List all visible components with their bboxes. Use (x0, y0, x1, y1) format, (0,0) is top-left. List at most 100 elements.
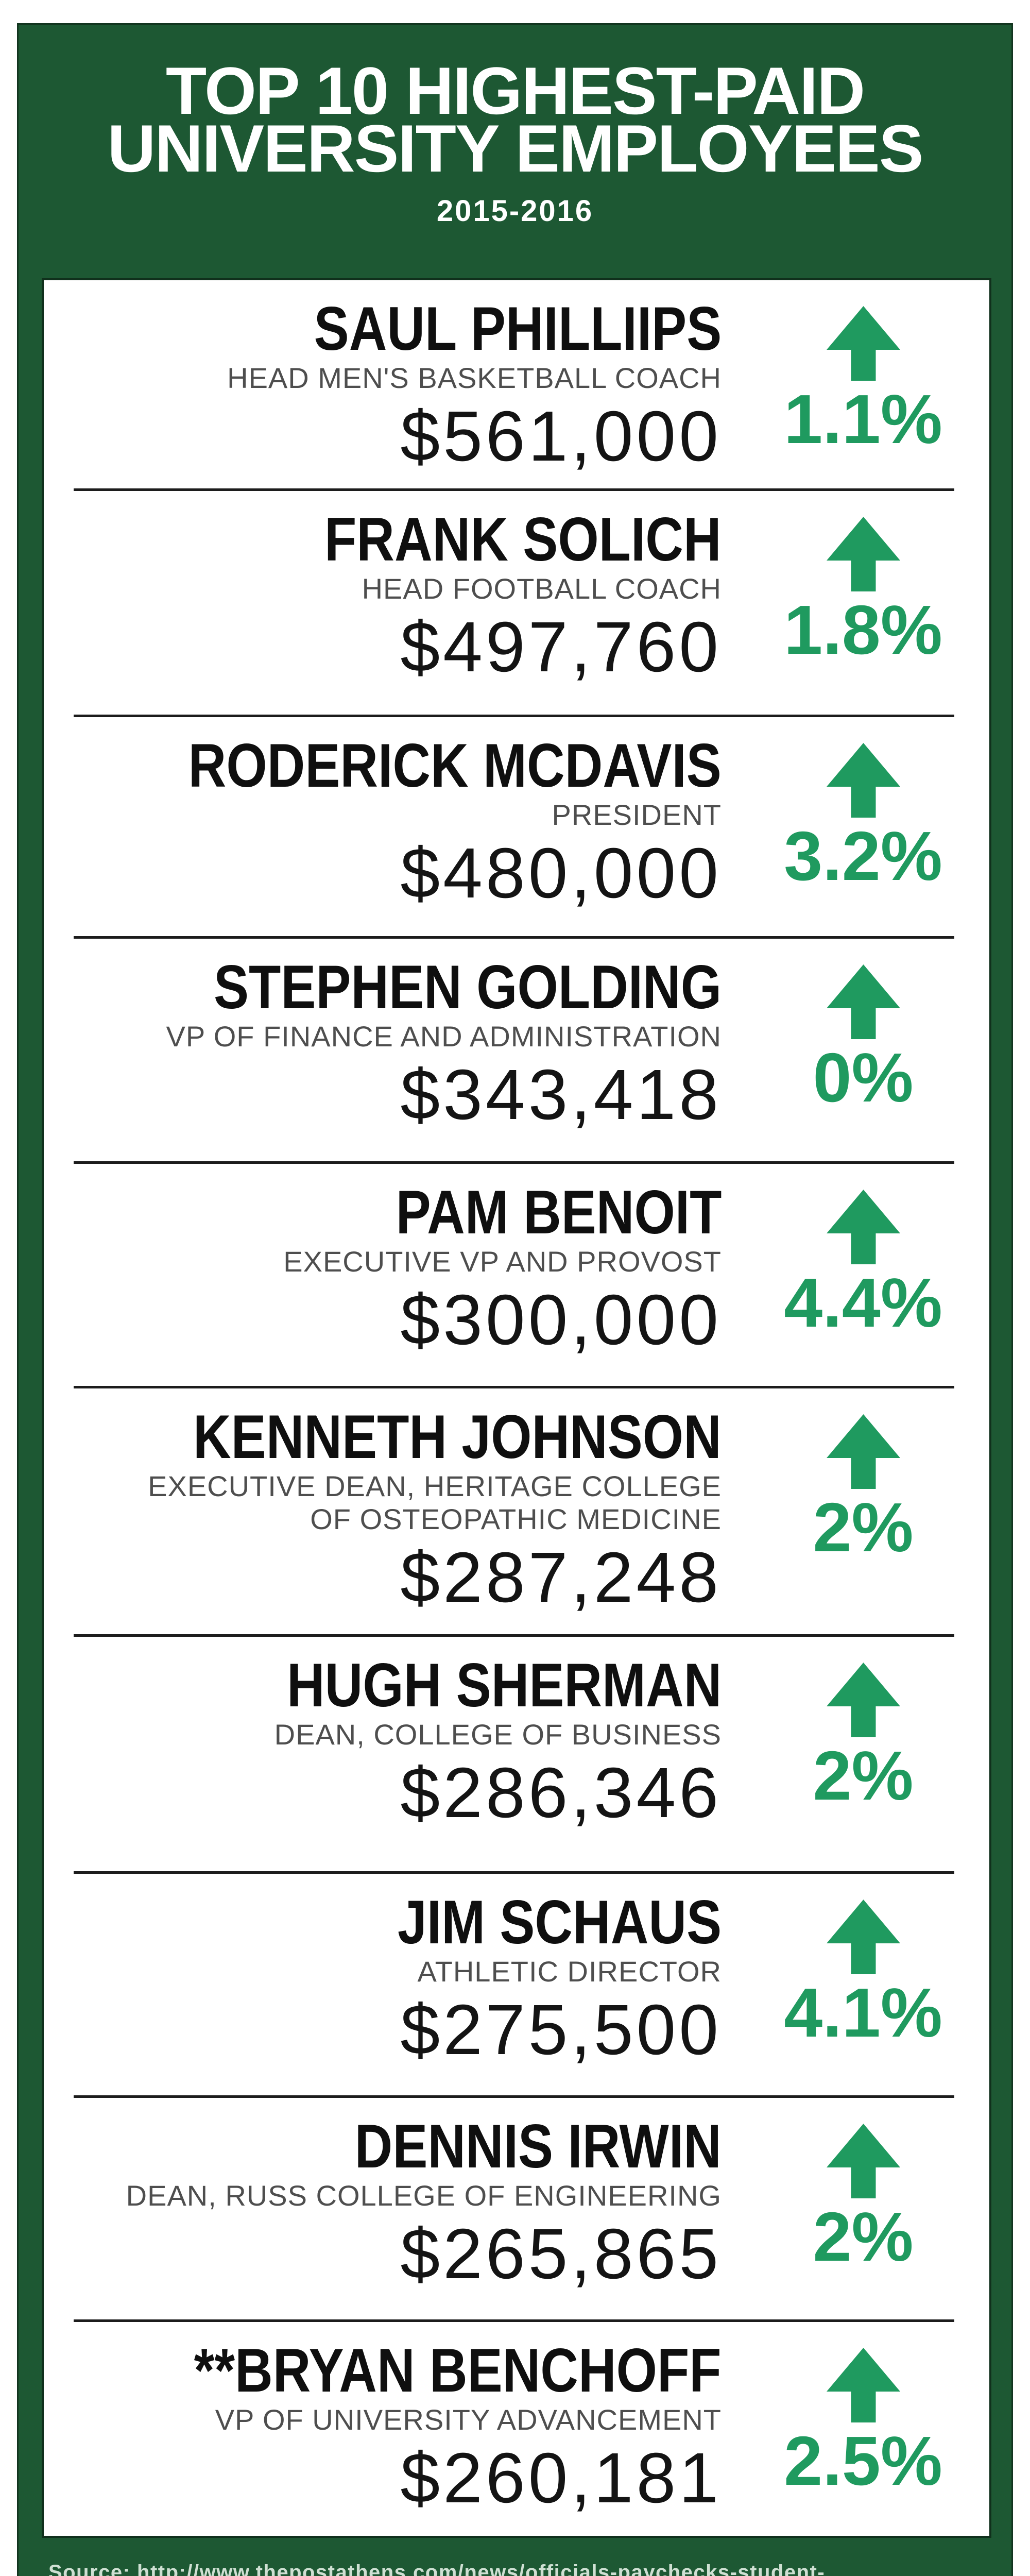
employee-name: STEPHEN GOLDING (54, 956, 722, 1018)
row-separator (74, 936, 954, 939)
employee-list: SAUL PHILLIIPS HEAD MEN'S BASKETBALL COAC… (42, 278, 991, 2538)
employee-name-text: SAUL PHILLIIPS (314, 294, 722, 363)
increase-indicator: 1.8% (760, 517, 966, 669)
up-arrow-icon (826, 1190, 900, 1264)
employee-title-line: HEAD MEN'S BASKETBALL COACH (227, 362, 722, 394)
increase-indicator: 4.4% (760, 1190, 966, 1342)
employee-text: RODERICK MCDAVIS PRESIDENT $480,000 (54, 735, 722, 912)
employee-row: PAM BENOIT EXECUTIVE VP AND PROVOST $300,0… (44, 1164, 989, 1388)
employee-name-text: RODERICK MCDAVIS (188, 731, 722, 800)
increase-indicator: 2.5% (760, 2348, 966, 2500)
employee-name-text: DENNIS IRWIN (354, 2112, 722, 2181)
employee-title: DEAN, COLLEGE OF BUSINESS (54, 1718, 722, 1751)
employee-name-text: FRANK SOLICH (324, 505, 722, 574)
header: TOP 10 HIGHEST-PAID UNIVERSITY EMPLOYEES… (19, 25, 1011, 228)
employee-salary: $287,248 (400, 1538, 722, 1617)
employee-text: FRANK SOLICH HEAD FOOTBALL COACH $497,760 (54, 509, 722, 686)
employee-title: VP OF FINANCE AND ADMINISTRATION (54, 1020, 722, 1053)
employee-name: KENNETH JOHNSON (54, 1406, 722, 1468)
up-arrow-icon (826, 517, 900, 591)
employee-title: ATHLETIC DIRECTOR (54, 1955, 722, 1988)
employee-salary: $275,500 (400, 1990, 722, 2070)
percent-increase: 2% (813, 1737, 914, 1815)
up-arrow-icon (826, 306, 900, 381)
row-separator (74, 488, 954, 491)
employee-row: FRANK SOLICH HEAD FOOTBALL COACH $497,760 1… (44, 491, 989, 717)
row-separator (74, 2095, 954, 2098)
page-title-line2: UNIVERSITY EMPLOYEES (107, 111, 924, 186)
employee-title-line: EXECUTIVE VP AND PROVOST (283, 1245, 722, 1278)
employee-row: DENNIS IRWIN DEAN, RUSS COLLEGE OF ENGINE… (44, 2098, 989, 2322)
employee-name-text: HUGH SHERMAN (286, 1651, 722, 1720)
employee-text: KENNETH JOHNSON EXECUTIVE DEAN, HERITAGE … (54, 1406, 722, 1616)
increase-indicator: 2% (760, 2124, 966, 2276)
employee-text: DENNIS IRWIN DEAN, RUSS COLLEGE OF ENGINE… (54, 2115, 722, 2293)
employee-salary: $343,418 (400, 1055, 722, 1134)
up-arrow-icon (826, 2348, 900, 2422)
employee-row: **BRYAN BENCHOFF VP OF UNIVERSITY ADVANCE… (44, 2322, 989, 2536)
employee-name: RODERICK MCDAVIS (54, 735, 722, 796)
increase-indicator: 2% (760, 1414, 966, 1566)
percent-increase: 1.8% (784, 591, 942, 669)
increase-indicator: 3.2% (760, 743, 966, 895)
employee-text: PAM BENOIT EXECUTIVE VP AND PROVOST $300,0… (54, 1181, 722, 1359)
employee-title: EXECUTIVE DEAN, HERITAGE COLLEGE OF OSTEO… (54, 1470, 722, 1536)
employee-salary: $480,000 (400, 834, 722, 913)
employee-row: KENNETH JOHNSON EXECUTIVE DEAN, HERITAGE … (44, 1388, 989, 1637)
employee-name: HUGH SHERMAN (54, 1654, 722, 1716)
employee-row: RODERICK MCDAVIS PRESIDENT $480,000 3.2% (44, 717, 989, 939)
percent-increase: 1.1% (784, 380, 942, 458)
percent-increase: 2% (813, 1488, 914, 1566)
employee-salary: $265,865 (400, 2214, 722, 2294)
row-separator (74, 1386, 954, 1388)
employee-salary: $497,760 (400, 607, 722, 687)
row-separator (74, 1161, 954, 1164)
employee-title-line: VP OF FINANCE AND ADMINISTRATION (166, 1020, 722, 1053)
infographic-panel: TOP 10 HIGHEST-PAID UNIVERSITY EMPLOYEES… (17, 23, 1013, 2576)
percent-increase: 3.2% (784, 817, 942, 895)
employee-name: FRANK SOLICH (54, 509, 722, 570)
up-arrow-icon (826, 743, 900, 818)
employee-title: EXECUTIVE VP AND PROVOST (54, 1245, 722, 1278)
employee-name: JIM SCHAUS (54, 1891, 722, 1953)
employee-title-line: HEAD FOOTBALL COACH (362, 572, 722, 605)
employee-salary: $260,181 (400, 2438, 722, 2518)
employee-text: STEPHEN GOLDING VP OF FINANCE AND ADMINIS… (54, 956, 722, 1133)
up-arrow-icon (826, 1414, 900, 1489)
up-arrow-icon (826, 1900, 900, 1974)
up-arrow-icon (826, 2124, 900, 2198)
row-separator (74, 1871, 954, 1874)
employee-text: JIM SCHAUS ATHLETIC DIRECTOR $275,500 (54, 1891, 722, 2069)
employee-row: JIM SCHAUS ATHLETIC DIRECTOR $275,500 4.1% (44, 1874, 989, 2098)
employee-text: HUGH SHERMAN DEAN, COLLEGE OF BUSINESS $28… (54, 1654, 722, 1832)
employee-title: VP OF UNIVERSITY ADVANCEMENT (54, 2403, 722, 2436)
employee-name-text: PAM BENOIT (396, 1178, 722, 1247)
employee-salary: $561,000 (400, 397, 722, 476)
employee-title: DEAN, RUSS COLLEGE OF ENGINEERING (54, 2179, 722, 2212)
employee-text: SAUL PHILLIIPS HEAD MEN'S BASKETBALL COAC… (54, 298, 722, 475)
employee-name-text: **BRYAN BENCHOFF (194, 2336, 722, 2405)
source-line: Source: http://www.thepostathens.com/new… (48, 2561, 826, 2576)
percent-increase: 2% (813, 2198, 914, 2276)
employee-title-line: DEAN, RUSS COLLEGE OF ENGINEERING (126, 2179, 722, 2212)
increase-indicator: 0% (760, 964, 966, 1112)
page-title-line1: TOP 10 HIGHEST-PAID (165, 53, 865, 128)
employee-name-text: KENNETH JOHNSON (193, 1402, 722, 1471)
employee-row: SAUL PHILLIIPS HEAD MEN'S BASKETBALL COAC… (44, 280, 989, 491)
percent-increase: 2.5% (784, 2422, 942, 2500)
employee-name: PAM BENOIT (54, 1181, 722, 1243)
up-arrow-icon (826, 1663, 900, 1737)
employee-text: **BRYAN BENCHOFF VP OF UNIVERSITY ADVANCE… (54, 2340, 722, 2517)
percent-increase: 4.1% (784, 1974, 942, 2052)
percent-increase: 4.4% (784, 1264, 942, 1342)
employee-salary: $286,346 (400, 1753, 722, 1833)
employee-title-line: ATHLETIC DIRECTOR (417, 1955, 722, 1988)
row-separator (74, 1634, 954, 1637)
employee-row: HUGH SHERMAN DEAN, COLLEGE OF BUSINESS $28… (44, 1637, 989, 1874)
row-separator (74, 2319, 954, 2322)
employee-name: SAUL PHILLIIPS (54, 298, 722, 360)
employee-title: PRESIDENT (54, 799, 722, 832)
employee-title-line: DEAN, COLLEGE OF BUSINESS (274, 1718, 722, 1751)
source-note: Source: http://www.thepostathens.com/new… (19, 2535, 1011, 2576)
